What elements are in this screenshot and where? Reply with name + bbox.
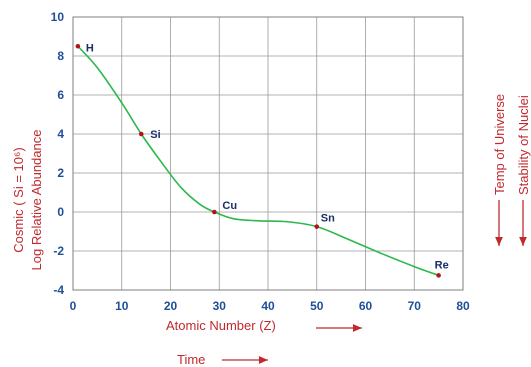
abundance-curve — [77, 45, 439, 277]
x-tick-label: 40 — [261, 299, 275, 313]
y-tick-label: -4 — [53, 283, 64, 297]
y-axis-label-line1: Cosmic ( Si = 10⁶) — [11, 147, 26, 252]
x-axis-label: Atomic Number (Z) — [166, 318, 276, 333]
x-tick-label: 60 — [359, 299, 373, 313]
axes — [72, 16, 464, 291]
stability-of-nuclei-label: Stability of Nuclei — [516, 95, 531, 195]
point-label-sn: Sn — [321, 213, 335, 225]
x-tick-label: 70 — [408, 299, 422, 313]
y-tick-label: 6 — [57, 88, 64, 102]
y-axis-label-line2: Log Relative Abundance — [29, 130, 44, 271]
data-point-cu — [212, 209, 217, 215]
point-label-si: Si — [150, 129, 160, 141]
x-tick-label: 30 — [213, 299, 227, 313]
y-tick-label: 10 — [51, 10, 65, 24]
plot-frame — [72, 16, 464, 291]
x-tick-label: 0 — [70, 299, 77, 313]
y-tick-label: 4 — [57, 127, 64, 141]
y-tick-label: 8 — [57, 49, 64, 63]
y-tick-label: -2 — [53, 244, 64, 258]
time-label: Time — [177, 352, 205, 367]
point-label-cu: Cu — [222, 200, 237, 212]
y-tick-labels: 10 8 6 4 2 0 -2 -4 — [51, 10, 65, 297]
grid — [72, 16, 464, 291]
x-tick-label: 50 — [310, 299, 324, 313]
data-point-re — [436, 273, 441, 278]
x-tick-label: 10 — [115, 299, 129, 313]
point-label-h: H — [86, 42, 94, 54]
y-tick-label: 0 — [57, 205, 64, 219]
data-point-si — [138, 131, 144, 137]
x-tick-labels: 0 10 20 30 40 50 60 70 80 — [70, 299, 470, 313]
x-tick-label: 20 — [164, 299, 178, 313]
data-points: H Si Cu Sn Re — [75, 42, 449, 278]
x-tick-label: 80 — [456, 299, 470, 313]
temp-of-universe-label: Temp of Universe — [492, 94, 507, 195]
point-label-re: Re — [435, 259, 449, 271]
data-point-h — [75, 43, 81, 49]
y-tick-label: 2 — [57, 166, 64, 180]
data-point-sn — [314, 224, 320, 229]
